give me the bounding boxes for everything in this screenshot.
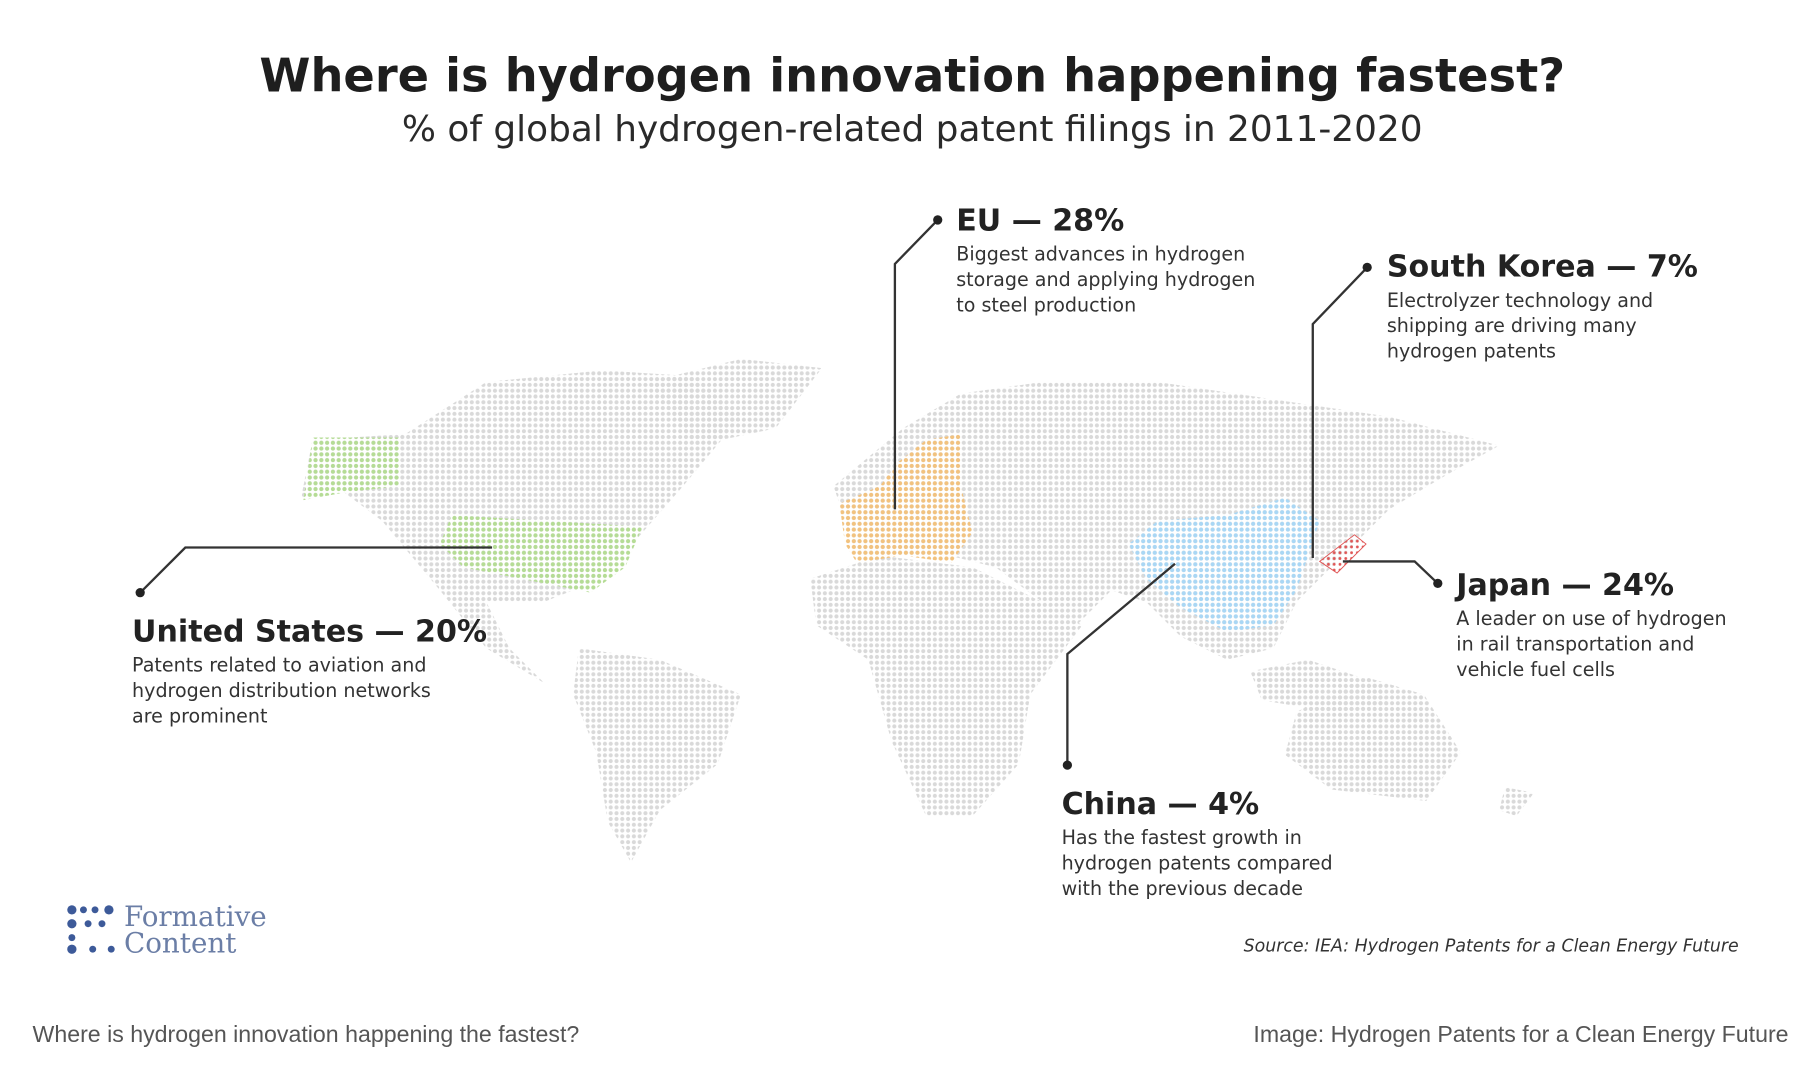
title: Where is hydrogen innovation happening f… bbox=[259, 48, 1565, 102]
leader-line bbox=[893, 219, 939, 510]
eu bbox=[839, 434, 973, 563]
region-description: storage and applying hydrogen bbox=[956, 268, 1255, 291]
new-zealand bbox=[1499, 787, 1534, 817]
africa bbox=[810, 555, 1083, 817]
region-description: vehicle fuel cells bbox=[1456, 658, 1615, 681]
leader-line bbox=[1342, 560, 1439, 585]
region-description: Patents related to aviation and bbox=[132, 653, 426, 676]
logo-text: Content bbox=[124, 927, 236, 960]
region-labels: EU — 28% Biggest advances in hydrogen stor… bbox=[132, 203, 1726, 899]
subtitle: % of global hydrogen-related patent fili… bbox=[402, 109, 1423, 150]
region-description: hydrogen patents bbox=[1387, 340, 1556, 363]
leader-dot bbox=[135, 588, 145, 598]
leader-dot bbox=[1362, 262, 1372, 273]
japan bbox=[1318, 534, 1367, 574]
region-description: hydrogen distribution networks bbox=[132, 679, 431, 702]
leader-line bbox=[1311, 266, 1369, 558]
leader-line bbox=[1066, 562, 1176, 766]
caption: Where is hydrogen innovation happening t… bbox=[33, 1021, 580, 1047]
region-description: shipping are driving many bbox=[1387, 314, 1637, 337]
region-description: Has the fastest growth in bbox=[1062, 826, 1302, 849]
region-heading: South Korea — 7% bbox=[1387, 250, 1698, 285]
leader-line bbox=[139, 546, 493, 594]
region-heading: United States — 20% bbox=[132, 614, 487, 649]
region-description: A leader on use of hydrogen bbox=[1456, 607, 1726, 630]
leader-dot bbox=[1062, 760, 1073, 770]
greenland bbox=[648, 358, 822, 446]
south-america bbox=[573, 648, 741, 863]
alaska bbox=[303, 437, 400, 501]
region-description: hydrogen patents compared bbox=[1062, 851, 1333, 874]
region-heading: China — 4% bbox=[1062, 787, 1260, 822]
region-heading: EU — 28% bbox=[956, 203, 1124, 238]
logo: Formative Content bbox=[67, 900, 267, 960]
image-credit: Image: Hydrogen Patents for a Clean Ener… bbox=[1253, 1021, 1788, 1047]
leader-dot bbox=[933, 215, 943, 225]
region-description: in rail transportation and bbox=[1456, 633, 1694, 656]
region-description: Electrolyzer technology and bbox=[1387, 289, 1653, 312]
leader-lines bbox=[135, 215, 1443, 770]
region-description: with the previous decade bbox=[1062, 877, 1303, 900]
logo-text: Formative bbox=[124, 900, 267, 933]
region-description: are prominent bbox=[132, 704, 268, 727]
leader-dot bbox=[1433, 578, 1443, 589]
world-map bbox=[301, 358, 1534, 863]
australia bbox=[1284, 677, 1461, 802]
united-states bbox=[439, 515, 643, 593]
region-heading: Japan — 24% bbox=[1454, 568, 1674, 603]
source: Source: IEA: Hydrogen Patents for a Clea… bbox=[1244, 937, 1739, 957]
china bbox=[1128, 497, 1320, 633]
region-description: to steel production bbox=[956, 293, 1136, 316]
region-description: Biggest advances in hydrogen bbox=[956, 242, 1245, 265]
